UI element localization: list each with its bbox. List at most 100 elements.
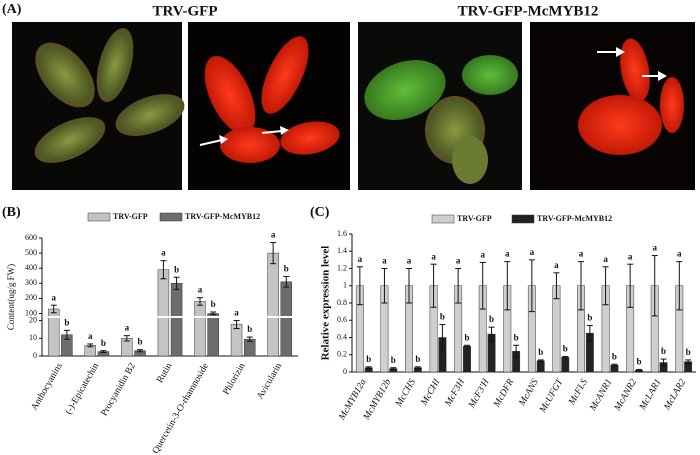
x-tick-label: Avicularin [256, 361, 285, 401]
y-tick-label: 10 [29, 333, 37, 342]
x-tick-label: Procyanidin B2 [100, 361, 138, 418]
bar [170, 283, 183, 357]
x-tick-label: McCHI [419, 377, 443, 408]
significance-label: b [514, 332, 519, 342]
y-tick-label: 200 [25, 293, 37, 302]
significance-label: a [198, 285, 203, 295]
x-tick-label: McANR2 [612, 377, 639, 413]
significance-label: b [538, 347, 543, 357]
panel-label: (A) [2, 2, 22, 17]
y-axis-title: Content(ug/g FW) [6, 264, 16, 330]
significance-label: b [686, 347, 691, 357]
x-tick-label: McANR1 [588, 378, 615, 414]
significance-label: a [677, 249, 682, 259]
significance-label: a [234, 308, 239, 318]
legend-swatch [87, 212, 111, 222]
photo [358, 22, 522, 190]
x-tick-label: Anthocyanins [30, 361, 65, 412]
significance-label: a [431, 251, 436, 261]
photo [12, 22, 185, 190]
y-tick-label: 100 [25, 308, 37, 317]
significance-label: a [358, 254, 363, 264]
significance-label: b [174, 264, 179, 274]
photo [188, 22, 350, 190]
x-tick-label: McLAR1 [638, 378, 664, 413]
significance-label: b [612, 351, 617, 361]
legend-label: TRV-GFP-McMYB12 [185, 212, 260, 221]
y-tick-label: 1.4 [337, 246, 347, 255]
legend-label: TRV-GFP-McMYB12 [537, 214, 612, 223]
legend-swatch [159, 212, 183, 222]
y-tick-label: 1.2 [337, 263, 347, 272]
y-tick-label: 0 [343, 367, 347, 376]
x-tick-label: Phlorizin [222, 361, 248, 396]
x-tick-label: McLAR2 [662, 377, 688, 412]
bar [280, 281, 293, 357]
significance-label: a [88, 331, 93, 341]
bar [561, 357, 570, 373]
bar [47, 308, 60, 357]
significance-label: b [366, 354, 371, 364]
legend-label: TRV-GFP [457, 214, 492, 223]
y-tick-label: 0 [33, 351, 37, 360]
legend-swatch [431, 214, 455, 224]
significance-label: a [579, 249, 584, 259]
significance-label: b [138, 337, 143, 347]
y-tick-label: 20 [29, 315, 37, 324]
significance-label: b [489, 314, 494, 324]
significance-label: b [636, 356, 641, 366]
photo [530, 22, 695, 190]
panel-label: (C) [310, 205, 330, 220]
y-axis-title: Relative expression level [320, 246, 332, 361]
significance-label: a [603, 254, 608, 264]
significance-label: b [464, 332, 469, 342]
significance-label: a [125, 323, 130, 333]
significance-label: b [247, 324, 252, 334]
significance-label: b [587, 312, 592, 322]
bar [267, 252, 279, 357]
x-tick-label: McF3'H [467, 377, 493, 411]
group-title: TRV-GFP [152, 3, 217, 19]
bar [157, 269, 170, 357]
significance-label: b [284, 264, 289, 274]
bar [463, 345, 471, 373]
y-tick-label: 400 [25, 263, 37, 272]
significance-label: b [211, 299, 216, 309]
significance-label: a [456, 256, 461, 266]
x-tick-label: Rutin [155, 361, 174, 385]
significance-label: a [554, 260, 559, 270]
x-tick-label: McCHS [394, 377, 418, 409]
significance-label: b [415, 354, 420, 364]
significance-label: a [505, 249, 510, 259]
y-tick-label: 0.4 [337, 332, 347, 341]
significance-label: a [161, 248, 166, 258]
significance-label: a [382, 256, 387, 266]
panel-label: (B) [2, 205, 21, 220]
x-tick-label: (-)-Epicatechin [63, 361, 101, 417]
legend-swatch [511, 214, 535, 224]
bar [536, 360, 545, 373]
bar [194, 301, 206, 357]
significance-label: a [480, 250, 485, 260]
group-title: TRV-GFP-McMYB12 [458, 3, 599, 19]
significance-label: b [563, 344, 568, 354]
y-tick-label: 1.6 [337, 229, 347, 238]
significance-label: b [101, 338, 106, 348]
x-tick-label: McUFGT [538, 377, 566, 415]
significance-label: a [271, 230, 276, 240]
x-tick-label: McFLS [567, 377, 590, 407]
significance-label: a [628, 251, 633, 261]
y-tick-label: 1 [343, 281, 347, 290]
y-tick-label: 600 [25, 233, 37, 242]
significance-label: a [51, 292, 56, 302]
significance-label: a [652, 243, 657, 253]
y-tick-label: 0.8 [337, 298, 347, 307]
significance-label: b [64, 317, 69, 327]
x-tick-label: McDFR [492, 377, 517, 410]
x-tick-label: McF3H [443, 377, 468, 409]
legend-label: TRV-GFP [113, 212, 148, 221]
y-tick-label: 500 [25, 248, 37, 257]
y-tick-label: 0.2 [337, 350, 347, 359]
